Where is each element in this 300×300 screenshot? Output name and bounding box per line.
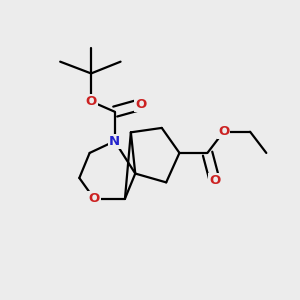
Text: N: N <box>109 135 120 148</box>
Text: O: O <box>85 95 97 108</box>
Text: O: O <box>136 98 147 111</box>
Text: O: O <box>209 174 220 188</box>
Text: O: O <box>88 192 100 205</box>
Text: O: O <box>218 125 229 138</box>
